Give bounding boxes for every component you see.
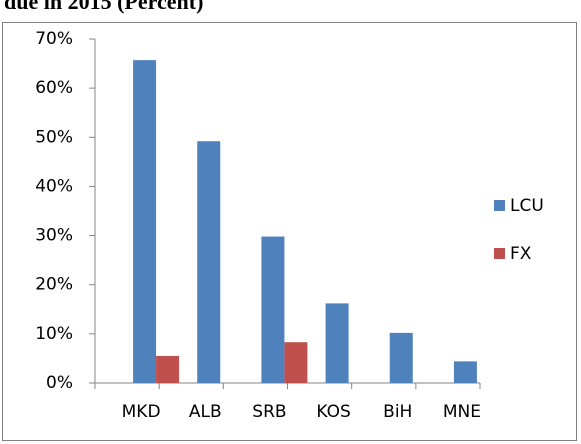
bar — [156, 355, 180, 383]
x-tick-label: SRB — [252, 402, 286, 422]
bar — [453, 361, 477, 383]
y-tick-label: 30% — [35, 226, 73, 246]
y-tick-label: 20% — [35, 275, 73, 295]
chart-title: due in 2015 (Percent) — [4, 0, 203, 14]
legend-label: FX — [510, 244, 532, 264]
bar — [284, 342, 308, 383]
x-tick-label: ALB — [189, 402, 222, 422]
x-tick-label: MKD — [122, 402, 161, 422]
bar — [261, 236, 285, 383]
legend-label: LCU — [510, 196, 544, 216]
legend-swatch — [494, 248, 505, 259]
x-tick-label: MNE — [443, 402, 481, 422]
y-tick-label: 0% — [46, 373, 73, 393]
bar — [325, 303, 349, 383]
y-tick-label: 50% — [35, 127, 73, 147]
y-tick-label: 10% — [35, 324, 73, 344]
y-tick-label: 40% — [35, 176, 73, 196]
bar — [389, 332, 413, 383]
y-tick-label: 60% — [35, 78, 73, 98]
bar — [197, 141, 221, 383]
legend-swatch — [494, 200, 505, 211]
x-tick-label: KOS — [316, 402, 350, 422]
bar — [133, 60, 157, 383]
x-tick-label: BiH — [383, 402, 412, 422]
y-tick-label: 70% — [35, 29, 73, 49]
